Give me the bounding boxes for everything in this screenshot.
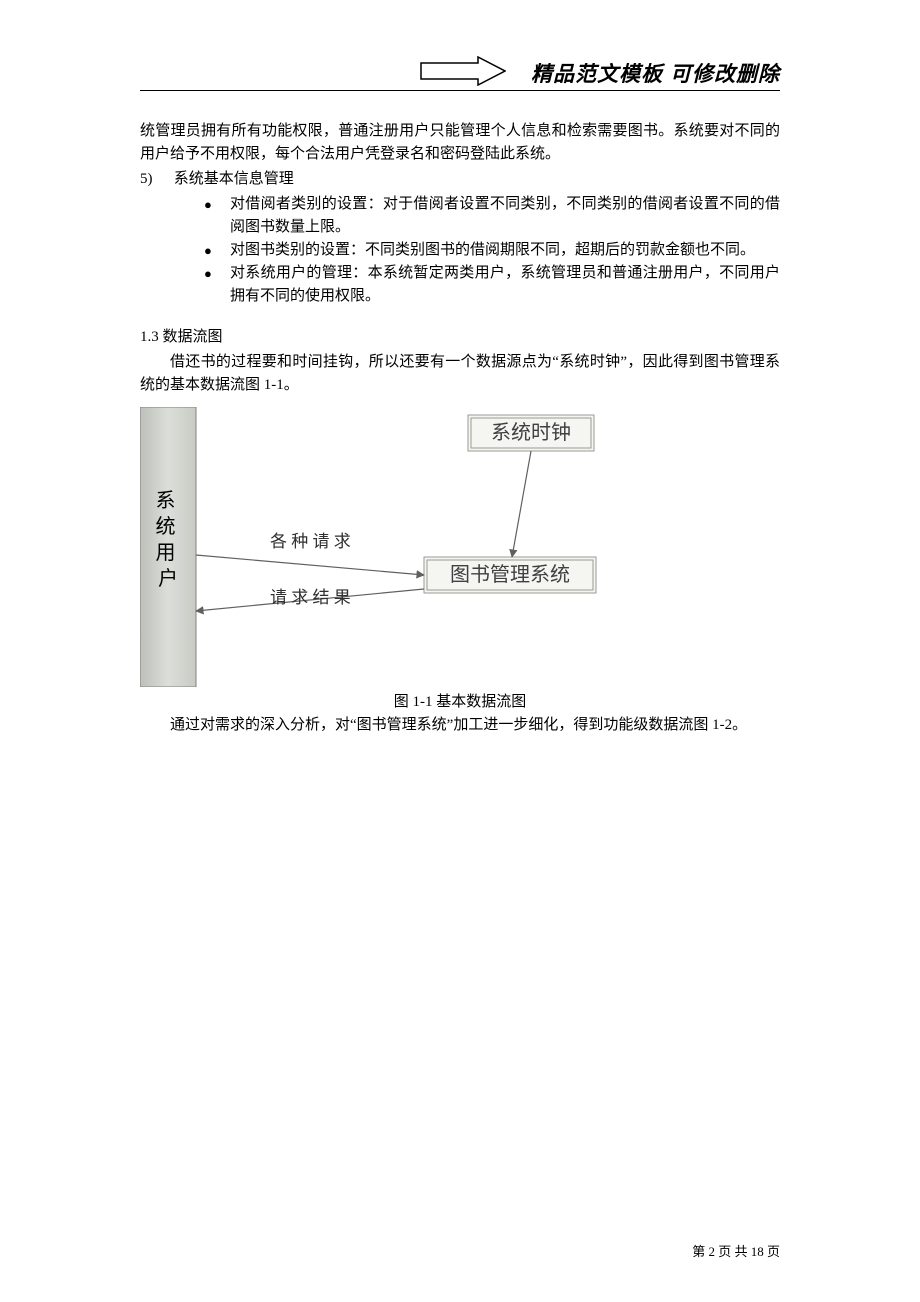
- section-para-2: 通过对需求的深入分析，对“图书管理系统”加工进一步细化，得到功能级数据流图 1-…: [140, 714, 780, 737]
- edge-result-label: 请 求 结 果: [270, 588, 351, 607]
- numbered-item: 5) 系统基本信息管理 对借阅者类别的设置：对于借阅者设置不同类别，不同类别的借…: [140, 168, 780, 308]
- edge-request-label: 各 种 请 求: [270, 532, 351, 551]
- item-number: 5): [140, 168, 170, 191]
- edge-request: [196, 555, 424, 575]
- list-item: 对借阅者类别的设置：对于借阅者设置不同类别，不同类别的借阅者设置不同的借阅图书数…: [204, 193, 780, 239]
- dataflow-diagram: 系 统 用 户 系统时钟 图书管理系统 各 种 请 求 请 求 结 果: [140, 407, 660, 687]
- page-footer: 第 2 页 共 18 页: [692, 1241, 780, 1260]
- page: 精品范文模板 可修改删除 统管理员拥有所有功能权限，普通注册用户只能管理个人信息…: [0, 0, 920, 1302]
- arrow-right-icon: [420, 56, 506, 86]
- header-title: 精品范文模板 可修改删除: [531, 58, 780, 88]
- item-title: 系统基本信息管理: [174, 171, 294, 187]
- node-clock-label: 系统时钟: [491, 421, 571, 444]
- edge-clock: [512, 451, 531, 557]
- bullet-list: 对借阅者类别的设置：对于借阅者设置不同类别，不同类别的借阅者设置不同的借阅图书数…: [204, 193, 780, 308]
- figure-caption: 图 1-1 基本数据流图: [140, 691, 780, 714]
- node-system-label: 图书管理系统: [450, 563, 570, 586]
- section-heading: 1.3 数据流图: [140, 326, 780, 349]
- bullet-text: 对借阅者类别的设置：对于借阅者设置不同类别，不同类别的借阅者设置不同的借阅图书数…: [230, 196, 780, 235]
- header-rule: [140, 90, 780, 91]
- page-header: 精品范文模板 可修改删除: [140, 56, 780, 92]
- lead-paragraph: 统管理员拥有所有功能权限，普通注册用户只能管理个人信息和检索需要图书。系统要对不…: [140, 120, 780, 166]
- bullet-text: 对图书类别的设置：不同类别图书的借阅期限不同，超期后的罚款金额也不同。: [230, 242, 755, 258]
- figure-1-1: 系 统 用 户 系统时钟 图书管理系统 各 种 请 求 请 求 结 果: [140, 407, 780, 714]
- content: 统管理员拥有所有功能权限，普通注册用户只能管理个人信息和检索需要图书。系统要对不…: [140, 120, 780, 737]
- bullet-text: 对系统用户的管理：本系统暂定两类用户，系统管理员和普通注册用户，不同用户拥有不同…: [230, 265, 780, 304]
- section-para-1: 借还书的过程要和时间挂钩，所以还要有一个数据源点为“系统时钟”，因此得到图书管理…: [140, 351, 780, 397]
- list-item: 对系统用户的管理：本系统暂定两类用户，系统管理员和普通注册用户，不同用户拥有不同…: [204, 262, 780, 308]
- list-item: 对图书类别的设置：不同类别图书的借阅期限不同，超期后的罚款金额也不同。: [204, 239, 780, 262]
